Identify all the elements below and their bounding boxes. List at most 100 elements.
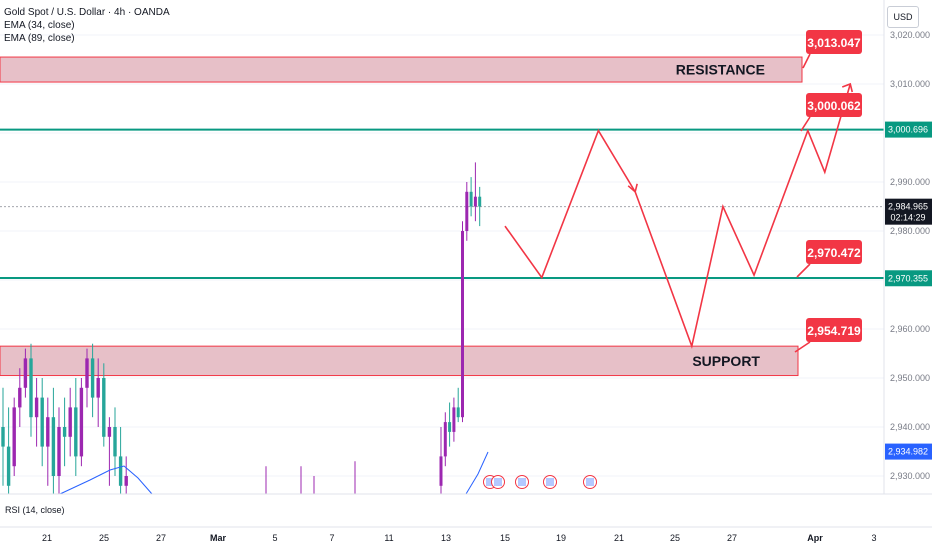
candle: [40, 397, 44, 447]
candle: [443, 422, 447, 457]
candle: [96, 378, 100, 398]
callout-box: [806, 30, 862, 54]
callout-pointer: [794, 341, 811, 353]
callout-label: 3,013.047: [807, 36, 861, 50]
price-axis-bg: [884, 0, 932, 494]
candle: [107, 427, 112, 437]
candle: [6, 446, 11, 486]
time-tick-label: Mar: [210, 533, 227, 543]
arrow-head: [841, 82, 854, 93]
time-tick-label: 5: [272, 533, 277, 543]
price-axis[interactable]: 3,020.0003,010.0003,000.0002,990.0002,98…: [883, 0, 932, 494]
zone-label: SUPPORT: [692, 353, 760, 369]
candle: [461, 231, 464, 418]
time-tick-label: 25: [670, 533, 680, 543]
callout-pointer: [802, 53, 811, 69]
arrow-head: [627, 183, 638, 194]
zone-label: RESISTANCE: [676, 62, 765, 78]
candle: [79, 387, 84, 457]
candle: [62, 427, 67, 437]
price-label-box: [885, 443, 932, 460]
time-tick-label: 27: [727, 533, 737, 543]
event-circle: [543, 475, 557, 489]
candle: [85, 358, 89, 388]
event-circle: [515, 475, 529, 489]
candle: [448, 422, 452, 432]
event-flag: [518, 478, 526, 486]
candle: [113, 427, 117, 457]
callout-pointer: [800, 116, 811, 132]
candle: [1, 427, 5, 447]
price-label: 2,970.355: [888, 273, 928, 283]
candle: [478, 196, 482, 207]
time-axis[interactable]: 21 25 27 Mar 5 7 11 13 15 19 21 25 27 Apr 3: [0, 493, 932, 543]
callout-box: [806, 318, 862, 342]
zone-resistance: [0, 56, 803, 83]
event-flag: [494, 478, 502, 486]
callouts: 3,013.047 3,000.062 2,970.472 2,954.719: [794, 30, 862, 353]
price-tick-label: 2,950.000: [890, 373, 930, 383]
time-tick-label: 7: [329, 533, 334, 543]
ema-89-line: [465, 451, 489, 495]
event-flag: [586, 478, 594, 486]
candle: [23, 358, 28, 388]
currency-button[interactable]: USD: [887, 6, 919, 28]
event-flag-icon: [515, 475, 529, 489]
ema-89-label: EMA (89, close): [4, 33, 75, 44]
candle: [452, 407, 456, 432]
chart-legend: Gold Spot / U.S. Dollar · 4h · OANDA EMA…: [4, 6, 170, 45]
candle: [465, 191, 469, 231]
time-tick-label: 13: [441, 533, 451, 543]
price-tick-label: 2,940.000: [890, 422, 930, 432]
callout-box: [806, 240, 862, 264]
callout-label: 2,970.472: [807, 246, 861, 260]
candle: [68, 407, 72, 437]
price-label-box: [885, 121, 932, 138]
price-label: 3,000.696: [888, 125, 928, 135]
candle: [34, 397, 39, 418]
callout-label: 2,954.719: [807, 324, 861, 338]
candle: [51, 417, 56, 476]
candle: [57, 427, 61, 476]
candle: [102, 378, 106, 437]
time-tick-label: 27: [156, 533, 166, 543]
projection-path: [504, 82, 854, 349]
time-tick-label: Apr: [807, 533, 823, 543]
time-tick-label: 25: [99, 533, 109, 543]
candle: [18, 387, 22, 408]
candlesticks: [1, 162, 482, 494]
price-tick-label: 2,960.000: [890, 324, 930, 334]
candle: [118, 456, 123, 486]
time-tick-label: 21: [42, 533, 52, 543]
ema-34-line: [59, 465, 153, 495]
candle: [46, 417, 50, 447]
countdown-label: 02:14:29: [890, 213, 925, 223]
callout-label: 3,000.062: [807, 99, 861, 113]
price-tick-label: 2,980.000: [890, 226, 930, 236]
event-flag-icon: [583, 475, 597, 489]
price-tick-label: 3,010.000: [890, 79, 930, 89]
candle: [90, 358, 95, 398]
zones: RESISTANCE SUPPORT: [0, 56, 803, 377]
price-tick-label: 2,990.000: [890, 177, 930, 187]
event-circle: [583, 475, 597, 489]
price-tick-label: 2,930.000: [890, 471, 930, 481]
economic-events: [483, 475, 597, 489]
time-tick-label: 21: [614, 533, 624, 543]
event-flag-icon: [491, 475, 505, 489]
time-tick-label: 11: [384, 533, 393, 543]
candle: [456, 407, 460, 418]
rsi-label: RSI (14, close): [5, 505, 65, 515]
candle: [473, 196, 477, 207]
event-flag-icon: [543, 475, 557, 489]
price-label: 2,934.982: [888, 447, 928, 457]
time-tick-label: 15: [500, 533, 510, 543]
level-lines: [0, 128, 884, 280]
price-tick-label: 3,020.000: [890, 30, 930, 40]
zone-support: [0, 345, 799, 377]
event-circle: [491, 475, 505, 489]
candle: [74, 407, 78, 457]
price-label-box: [885, 270, 932, 287]
ema-line: [59, 451, 489, 495]
